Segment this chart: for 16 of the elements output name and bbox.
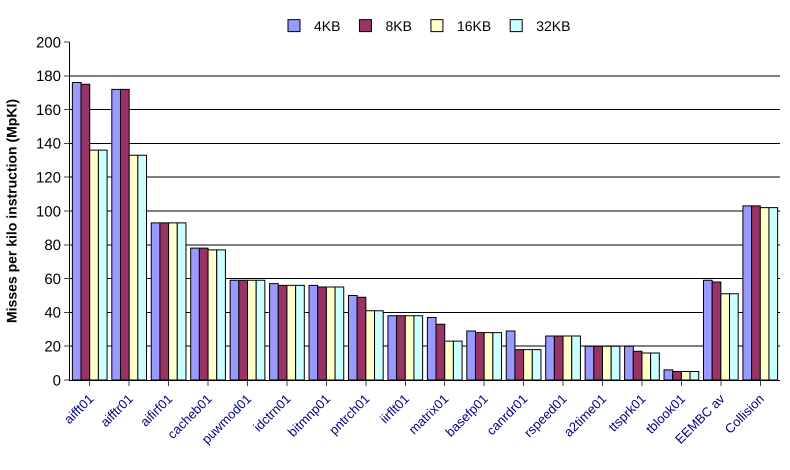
y-axis-title: Misses per kilo instruction (MpKI) [4, 98, 20, 324]
y-tick-label: 140 [36, 136, 61, 153]
y-tick-label: 80 [44, 237, 61, 254]
y-tick-label: 160 [36, 102, 61, 119]
y-tick-label: 60 [44, 270, 61, 288]
legend-label: 16KB [456, 18, 492, 34]
legend-label: 4KB [314, 18, 340, 34]
legend-label: 8KB [385, 18, 412, 34]
legend-label: 32KB [536, 18, 570, 34]
y-tick-label: 100 [36, 203, 61, 220]
y-tick-label: 120 [36, 169, 61, 186]
y-tick-label: 180 [36, 68, 61, 86]
y-tick-label: 0 [52, 372, 61, 390]
y-tick-label: 40 [44, 304, 61, 322]
y-tick-label: 200 [36, 34, 61, 52]
y-tick-label: 20 [44, 338, 61, 356]
